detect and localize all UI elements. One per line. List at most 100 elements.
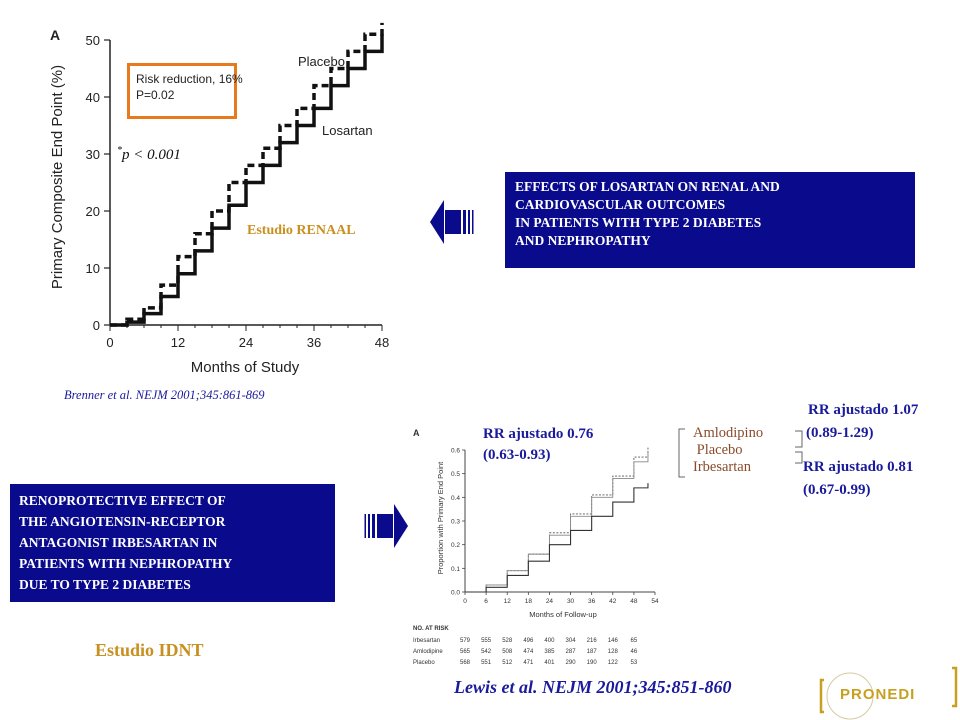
renaal-title-box: EFFECTS OF LOSARTAN ON RENAL AND CARDIOV…	[505, 172, 915, 268]
renaal-y-tick-label: 50	[86, 33, 100, 48]
idnt-y-tick-label: 0.3	[451, 519, 460, 526]
renaal-x-tick-label: 0	[106, 335, 113, 350]
idnt-title-line-2: THE ANGIOTENSIN-RECEPTOR	[19, 514, 226, 529]
risk-table-cell: 542	[481, 649, 492, 655]
risk-table-row-label: Irbesartan	[413, 638, 440, 644]
risk-table-cell: 190	[587, 660, 598, 666]
renaal-y-tick-label: 0	[93, 318, 100, 333]
renaal-x-tick-label: 12	[171, 335, 185, 350]
risk-reduction-box: Risk reduction, 16% P=0.02	[127, 63, 243, 119]
idnt-title-box: RENOPROTECTIVE EFFECT OF THE ANGIOTENSIN…	[10, 484, 335, 602]
risk-reduction-text: Risk reduction, 16%	[136, 72, 243, 86]
risk-table-cell: 122	[608, 660, 619, 666]
drug-brackets	[678, 428, 803, 478]
idnt-x-tick-label: 12	[504, 598, 512, 605]
risk-table-cell: 474	[523, 649, 534, 655]
p-value-text: P=0.02	[136, 88, 175, 102]
renaal-ylabel: Primary Composite End Point (%)	[49, 65, 66, 289]
renaal-y-tick-label: 10	[86, 261, 100, 276]
drug-amlodipino: Amlodipino	[693, 425, 764, 441]
drug-placebo: Placebo	[693, 442, 743, 458]
idnt-panel-label: A	[413, 428, 420, 438]
renaal-citation: Brenner et al. NEJM 2001;345:861-869	[64, 388, 265, 402]
legend-label-losartan: Losartan	[322, 123, 373, 138]
idnt-y-tick-label: 0.5	[451, 471, 460, 478]
rr-irbesartan-vs-placebo: RR ajustado 0.76 (0.63-0.93)	[483, 424, 593, 466]
idnt-x-tick-label: 54	[651, 598, 659, 605]
idnt-x-tick-label: 48	[630, 598, 638, 605]
idnt-x-tick-label: 36	[588, 598, 596, 605]
risk-table-cell: 187	[587, 649, 598, 655]
risk-table-cell: 508	[502, 649, 513, 655]
renaal-title-line-1: EFFECTS OF LOSARTAN ON RENAL AND	[515, 179, 780, 194]
logo-text: PRONEDI	[840, 686, 916, 703]
idnt-x-tick-label: 24	[546, 598, 554, 605]
renaal-x-tick-label: 48	[375, 335, 389, 350]
risk-table-cell: 400	[544, 638, 555, 644]
rr2-ci: (0.89-1.29)	[806, 425, 874, 441]
risk-table-cell: 46	[631, 649, 638, 655]
idnt-title-line-3: ANTAGONIST IRBESARTAN IN	[19, 535, 218, 550]
risk-table-cell: 565	[460, 649, 471, 655]
risk-table-cell: 385	[544, 649, 555, 655]
idnt-line-placebo	[465, 452, 649, 593]
p-value-text-main: p < 0.001	[122, 147, 181, 163]
renaal-xlabel: Months of Study	[191, 359, 300, 376]
renaal-panel-label: A	[50, 27, 60, 43]
risk-table-cell: 471	[523, 660, 534, 666]
idnt-xlabel: Months of Follow-up	[529, 610, 597, 619]
idnt-x-tick-label: 0	[463, 598, 467, 605]
rr2-label: RR ajustado 1.07	[808, 402, 919, 418]
rr-irbesartan-vs-amlodipine: RR ajustado 0.81 (0.67-0.99)	[803, 457, 913, 499]
idnt-y-tick-label: 0.1	[451, 566, 460, 573]
idnt-title-line-5: DUE TO TYPE 2 DIABETES	[19, 577, 191, 592]
risk-table-cell: 496	[523, 638, 534, 644]
renaal-study-label: Estudio RENAAL	[247, 223, 356, 238]
risk-table-cell: 512	[502, 660, 513, 666]
logo-frame-icon	[819, 666, 958, 720]
legend-label-placebo: Placebo	[298, 54, 345, 69]
idnt-x-tick-label: 18	[525, 598, 533, 605]
idnt-ylabel: Proportion with Primary End Point	[436, 461, 445, 574]
risk-table-cell: 53	[631, 660, 638, 666]
renaal-x-tick-label: 36	[307, 335, 321, 350]
renaal-title-line-3: IN PATIENTS WITH TYPE 2 DIABETES	[515, 215, 762, 230]
risk-table-cell: 528	[502, 638, 513, 644]
drug-irbesartan: Irbesartan	[693, 459, 751, 475]
renaal-line-losartan	[110, 34, 384, 327]
left-arrow-icon	[430, 200, 474, 244]
rr-amlodipine-vs-placebo: RR ajustado 1.07 (0.89-1.29)	[806, 400, 919, 442]
idnt-line-amlodipine	[465, 447, 649, 593]
idnt-x-tick-label: 30	[567, 598, 575, 605]
idnt-title-line-1: RENOPROTECTIVE EFFECT OF	[19, 493, 226, 508]
pronedi-logo: PRONEDI	[818, 666, 958, 720]
risk-table-cell: 128	[608, 649, 619, 655]
renaal-y-tick-label: 20	[86, 204, 100, 219]
idnt-y-tick-label: 0.6	[451, 448, 460, 455]
risk-table-cell: 304	[566, 638, 577, 644]
risk-table-cell: 65	[631, 638, 638, 644]
risk-table-header: NO. AT RISK	[413, 626, 449, 632]
renaal-y-tick-label: 30	[86, 147, 100, 162]
rr1-label: RR ajustado 0.76	[483, 426, 594, 442]
renaal-line-placebo	[110, 22, 384, 327]
idnt-citation: Lewis et al. NEJM 2001;345:851-860	[454, 677, 732, 697]
risk-table-cell: 287	[566, 649, 577, 655]
risk-table-cell: 551	[481, 660, 492, 666]
renaal-chart: 0 10 20 30 40 50 0 12 24 36 48 A Primary Composite…	[49, 22, 389, 376]
renaal-title-line-4: AND NEPHROPATHY	[515, 233, 651, 248]
risk-table-row-label: Amlodipine	[413, 649, 443, 655]
rr3-ci: (0.67-0.99)	[803, 482, 871, 498]
rr1-ci: (0.63-0.93)	[483, 447, 551, 463]
risk-table-cell: 146	[608, 638, 619, 644]
risk-table-cell: 290	[566, 660, 577, 666]
p-value-star: *	[117, 145, 122, 156]
idnt-study-label: Estudio IDNT	[95, 640, 204, 660]
drug-list: Amlodipino Placebo Irbesartan	[693, 425, 763, 476]
risk-table-cell: 401	[544, 660, 555, 666]
p-value-label: *p < 0.001	[117, 145, 181, 164]
risk-table-cell: 579	[460, 638, 471, 644]
risk-table-cell: 555	[481, 638, 492, 644]
idnt-x-tick-label: 42	[609, 598, 617, 605]
idnt-chart: 0.00.10.20.30.40.50.60 6 12 18 24 30 36 42 48 54 …	[413, 428, 659, 666]
